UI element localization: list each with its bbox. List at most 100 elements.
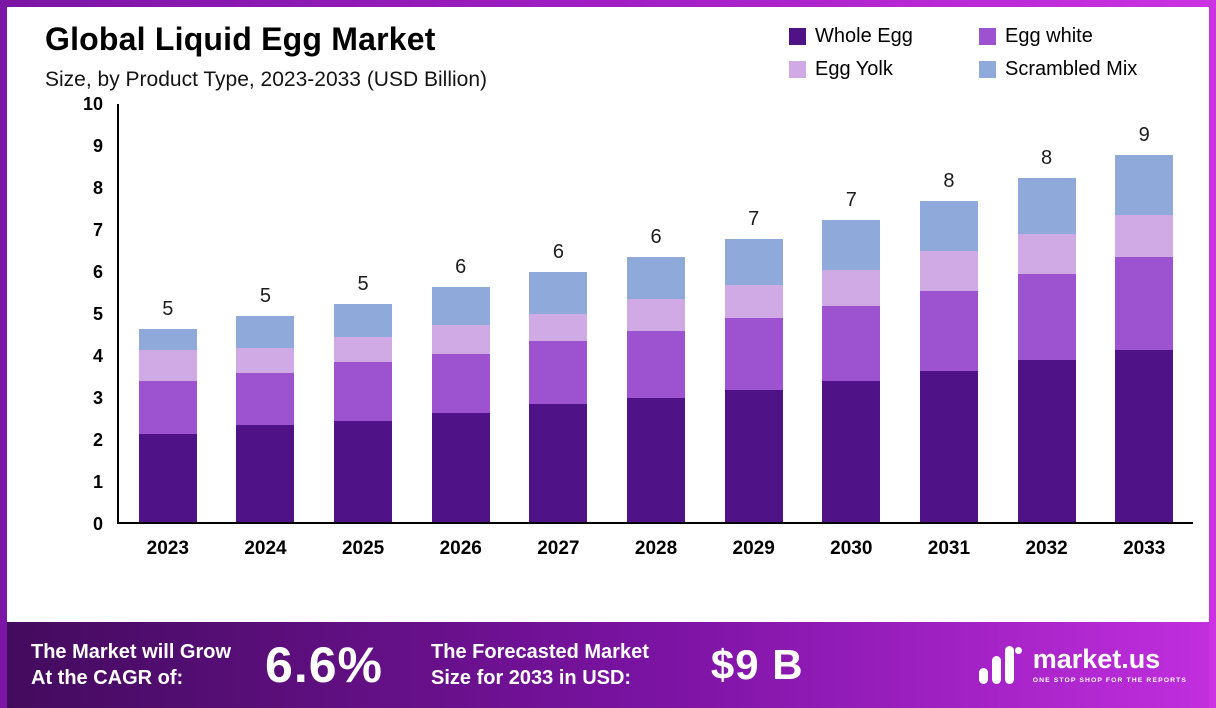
bar-total-label: 9 [1138,123,1150,146]
x-tick-label: 2025 [341,538,385,559]
bar-total-label: 6 [552,241,564,264]
bar-segment-whole-egg [822,381,881,522]
y-tick-label: 7 [92,220,103,240]
bar-stack [236,316,295,522]
bar-total-label: 5 [162,297,174,320]
bar-stack [334,303,393,522]
bar-segment-scrambled-mix [138,328,197,350]
bar-column-2025: 5 [314,104,412,522]
y-tick-label: 2 [92,430,103,450]
forecast-value: $9 B [710,641,804,688]
bar-stack [431,286,490,522]
bar-segment-scrambled-mix [334,303,393,338]
x-axis-labels: 2023 2024 2025 2026 2027 2028 2029 2030 2031 2032… [119,538,1193,560]
y-tick-label: 0 [92,514,103,534]
x-axis: 2023 2024 2025 2026 2027 2028 2029 2030 2031 2032… [45,538,1193,560]
cagr-value: 6.6% [265,637,384,693]
y-axis: 0 1 2 3 4 5 6 7 8 9 10 [45,94,117,534]
legend-item-egg-white: Egg white [979,25,1189,48]
x-tick-label: 2031 [927,538,971,559]
page-subtitle: Size, by Product Type, 2023-2033 (USD Bi… [45,68,488,91]
bar-segment-whole-egg [1115,349,1174,522]
bar-segment-egg-yolk [919,251,978,292]
market-us-logo-icon [978,646,1022,684]
brand-tagline: ONE STOP SHOP FOR THE REPORTS [1032,677,1187,684]
bar-segment-scrambled-mix [1017,177,1076,235]
x-tick-label: 2028 [634,538,678,559]
bar-total-label: 6 [650,226,662,249]
y-tick-label: 3 [92,388,103,408]
bar-segment-whole-egg [529,404,588,522]
bar-segment-scrambled-mix [431,286,490,325]
bar-segment-whole-egg [1017,360,1076,522]
forecast-label: The Forecasted Market Size for 2033 in U… [431,639,649,691]
x-tick-label: 2029 [732,538,775,559]
bar-segment-egg-white [529,341,588,405]
y-tick-label: 6 [92,262,103,282]
x-tick-label: 2033 [1123,538,1166,559]
legend-label: Whole Egg [815,25,913,47]
y-tick-label: 5 [92,304,103,324]
y-tick-label: 10 [82,94,103,114]
bar-column-2030: 7 [802,104,900,522]
cagr-label: The Market will Grow At the CAGR of: [31,639,231,691]
bar-segment-scrambled-mix [1115,154,1174,216]
chart-plot-row: 0 1 2 3 4 5 6 7 8 9 10 5 5 5 6 6 6 7 7 8 8 9 [45,94,1193,534]
bar-segment-whole-egg [236,425,295,522]
bar-segment-egg-white [431,354,490,413]
x-tick-label: 2027 [537,538,580,559]
bar-column-2024: 5 [217,104,315,522]
bar-stack [1115,154,1174,522]
x-tick-label: 2032 [1025,538,1068,559]
footer-banner: The Market will Grow At the CAGR of: 6.6… [7,622,1209,708]
bar-segment-egg-yolk [1115,215,1174,258]
bar-total-label: 5 [357,272,369,295]
bar-segment-scrambled-mix [236,316,295,348]
brand-text: market.us ONE STOP SHOP FOR THE REPORTS [1032,644,1187,685]
chart-canvas: Global Liquid Egg Market Size, by Produc… [7,7,1209,622]
bar-stack [822,219,881,522]
bar-segment-egg-yolk [138,349,197,382]
bar-segment-egg-yolk [529,314,588,342]
x-tick-label: 2030 [830,538,873,559]
y-tick-label: 9 [92,136,103,156]
y-tick-label: 1 [92,472,103,492]
legend-label: Egg Yolk [815,58,893,80]
bar-stack [138,328,197,522]
bar-segment-egg-yolk [627,299,686,331]
brand-name: market.us [1032,644,1161,674]
forecast-label-line1: The Forecasted Market [431,641,649,663]
bar-segment-egg-yolk [431,324,490,355]
bar-column-2031: 8 [900,104,998,522]
legend-label: Scrambled Mix [1005,58,1138,80]
bar-segment-egg-yolk [1017,234,1076,275]
bar-column-2029: 7 [705,104,803,522]
bar-segment-whole-egg [627,398,686,522]
legend-swatch [789,61,806,78]
bar-segment-egg-white [236,372,295,426]
chart-header: Global Liquid Egg Market Size, by Produc… [45,21,1193,92]
bar-column-2026: 6 [412,104,510,522]
bar-stack [1017,177,1076,522]
page-title: Global Liquid Egg Market [45,21,436,57]
bar-column-2027: 6 [510,104,608,522]
bar-segment-egg-white [627,330,686,399]
bar-total-label: 5 [259,285,272,308]
bar-segment-egg-white [334,362,393,422]
y-tick-label: 8 [92,178,103,198]
bar-segment-egg-white [822,305,881,382]
legend-label: Egg white [1005,25,1093,47]
bar-segment-scrambled-mix [822,219,881,271]
bar-column-2028: 6 [607,104,705,522]
forecast-label-line2: Size for 2033 in USD: [431,667,632,689]
bar-column-2023: 5 [119,104,217,522]
legend-swatch [979,61,996,78]
title-block: Global Liquid Egg Market Size, by Produc… [45,21,487,92]
bar-segment-scrambled-mix [724,238,783,285]
bar-segment-whole-egg [138,433,197,522]
bar-segment-egg-white [919,291,978,371]
bar-stack [724,238,783,522]
bar-total-label: 8 [1041,146,1053,169]
